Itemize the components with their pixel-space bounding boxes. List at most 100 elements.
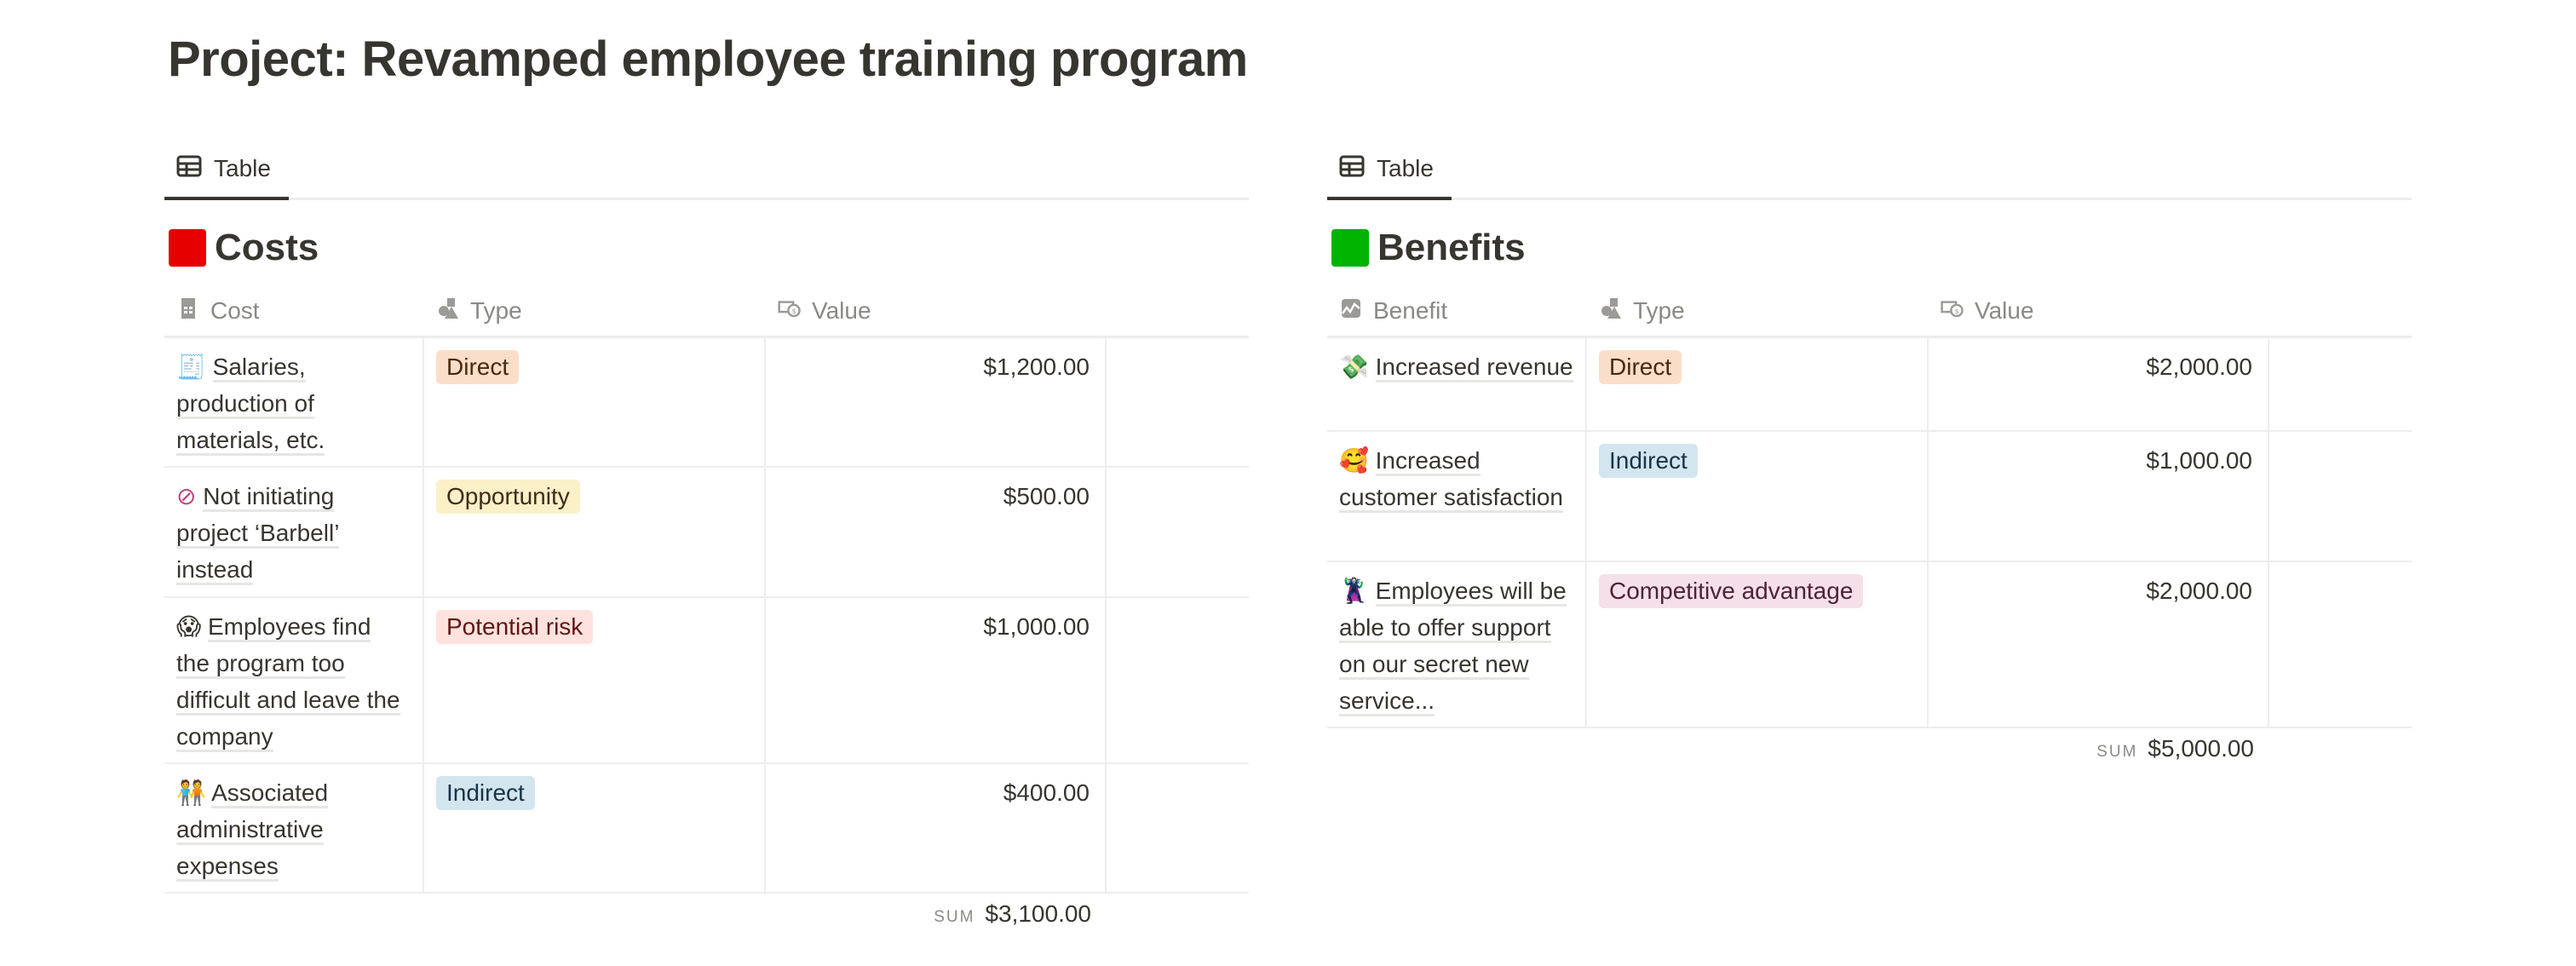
name-cell[interactable]: 🧾 Salaries, production of materials, etc… [164, 338, 424, 466]
column-header-label: Cost [210, 297, 260, 324]
name-cell[interactable]: 😱 Employees find the program too difficu… [164, 598, 424, 762]
table-row: 🧑‍🤝‍🧑 Associated administrative expenses… [164, 764, 1249, 894]
row-emoji-icon: ⊘ [176, 483, 197, 509]
name-cell[interactable]: 💸 Increased revenue [1327, 338, 1587, 430]
sum-label: SUM [934, 908, 975, 926]
empty-cell [1107, 598, 1249, 762]
type-cell[interactable]: Indirect [424, 764, 766, 892]
type-cell[interactable]: Indirect [1587, 432, 1929, 561]
row-name[interactable]: Not initiating project ‘Barbell’ instead [176, 483, 340, 585]
view-tabs: Table [164, 136, 1249, 200]
page-title: Project: Revamped employee training prog… [168, 32, 1248, 87]
receipt-icon [176, 296, 200, 326]
type-tag: Competitive advantage [1599, 574, 1864, 608]
tab-label: Table [214, 155, 271, 181]
type-tag: Potential risk [436, 610, 594, 644]
table-row: 🥰 Increased customer satisfaction Indire… [1327, 432, 2412, 562]
value-cell[interactable]: $500.00 [766, 468, 1107, 596]
table-row: 💸 Increased revenue Direct $2,000.00 [1327, 338, 2412, 432]
value-cell[interactable]: $1,000.00 [766, 598, 1107, 762]
type-cell[interactable]: Opportunity [424, 468, 766, 596]
value-cell[interactable]: $400.00 [766, 764, 1107, 892]
column-header-benefit[interactable]: Benefit [1327, 296, 1587, 326]
database-title[interactable]: Costs [164, 221, 1249, 274]
tab-table[interactable]: Table [1339, 152, 1434, 186]
row-name[interactable]: Associated administrative expenses [176, 779, 329, 882]
type-cell[interactable]: Direct [424, 338, 766, 466]
green-square-icon [1331, 229, 1369, 267]
value-cell[interactable]: $1,000.00 [1929, 432, 2269, 561]
table-header: Benefit Type $ Value [1327, 286, 2412, 338]
empty-cell [2269, 432, 2412, 561]
sum-footer[interactable]: SUM $5,000.00 [1327, 728, 2269, 778]
row-emoji-icon: 🧑‍🤝‍🧑 [176, 779, 206, 806]
type-tag: Indirect [436, 776, 535, 810]
tab-table[interactable]: Table [176, 152, 271, 186]
row-name[interactable]: Employees will be able to offer support … [1339, 578, 1567, 716]
table-header: Cost Type $ Value [164, 286, 1249, 338]
type-cell[interactable]: Potential risk [424, 598, 766, 762]
table-row: 🧾 Salaries, production of materials, etc… [164, 338, 1249, 468]
type-cell[interactable]: Competitive advantage [1587, 562, 1929, 727]
table-row: 🦹 Employees will be able to offer suppor… [1327, 562, 2412, 728]
row-emoji-icon: 💸 [1339, 354, 1369, 380]
chart-icon [1339, 296, 1363, 326]
name-cell[interactable]: 🧑‍🤝‍🧑 Associated administrative expenses [164, 764, 424, 892]
row-name[interactable]: Employees find the program too difficult… [176, 613, 400, 752]
database-title-text: Costs [215, 227, 319, 268]
value-cell[interactable]: $2,000.00 [1929, 562, 2269, 727]
type-tag: Direct [1599, 350, 1682, 384]
value-cell[interactable]: $1,200.00 [766, 338, 1107, 466]
shapes-icon [436, 296, 460, 326]
name-cell[interactable]: ⊘ Not initiating project ‘Barbell’ inste… [164, 468, 424, 596]
column-header-type[interactable]: Type [1587, 296, 1929, 326]
red-square-icon [169, 229, 206, 267]
row-emoji-icon: 😱 [176, 613, 202, 640]
database-title-text: Benefits [1377, 227, 1526, 268]
empty-cell [1107, 764, 1249, 892]
column-header-label: Benefit [1373, 297, 1448, 324]
row-emoji-icon: 🥰 [1339, 447, 1369, 474]
column-header-value[interactable]: $ Value [1929, 296, 2269, 326]
row-name[interactable]: Increased customer satisfaction [1339, 447, 1563, 513]
type-tag: Opportunity [436, 480, 580, 514]
column-header-label: Type [1633, 297, 1685, 324]
table-row: ⊘ Not initiating project ‘Barbell’ inste… [164, 468, 1249, 598]
empty-cell [1107, 468, 1249, 596]
column-header-cost[interactable]: Cost [164, 296, 424, 326]
active-tab-indicator [1327, 197, 1452, 200]
row-name[interactable]: Salaries, production of materials, etc. [176, 354, 325, 456]
empty-cell [2269, 338, 2412, 430]
sum-value: $5,000.00 [2148, 735, 2254, 762]
sum-footer[interactable]: SUM $3,100.00 [164, 894, 1107, 943]
column-header-label: Type [470, 297, 522, 324]
benefits-database: Table Benefits Benefit Type $ Value 💸 Increa… [1327, 136, 2412, 778]
sum-label: SUM [2096, 743, 2138, 761]
column-header-label: Value [812, 297, 871, 324]
column-header-type[interactable]: Type [424, 296, 766, 326]
column-header-value[interactable]: $ Value [766, 296, 1107, 326]
table-icon [1339, 155, 1365, 183]
money-icon: $ [1941, 296, 1964, 326]
row-name[interactable]: Increased revenue [1375, 354, 1573, 382]
row-emoji-icon: 🧾 [176, 354, 206, 380]
name-cell[interactable]: 🦹 Employees will be able to offer suppor… [1327, 562, 1587, 727]
costs-database: Table Costs Cost Type $ Value 🧾 Salaries, pr… [164, 136, 1249, 943]
value-cell[interactable]: $2,000.00 [1929, 338, 2269, 430]
sum-value: $3,100.00 [985, 900, 1091, 927]
type-cell[interactable]: Direct [1587, 338, 1929, 430]
empty-cell [2269, 562, 2412, 727]
database-title[interactable]: Benefits [1327, 221, 2412, 274]
type-tag: Direct [436, 350, 520, 384]
empty-cell [1107, 338, 1249, 466]
svg-text:$: $ [791, 306, 796, 314]
column-header-label: Value [1975, 297, 2034, 324]
svg-text:$: $ [1954, 306, 1958, 314]
active-tab-indicator [164, 197, 289, 200]
row-emoji-icon: 🦹 [1339, 578, 1369, 604]
view-tabs: Table [1327, 136, 2412, 200]
table-icon [176, 155, 202, 183]
shapes-icon [1599, 296, 1623, 326]
money-icon: $ [778, 296, 802, 326]
name-cell[interactable]: 🥰 Increased customer satisfaction [1327, 432, 1587, 561]
